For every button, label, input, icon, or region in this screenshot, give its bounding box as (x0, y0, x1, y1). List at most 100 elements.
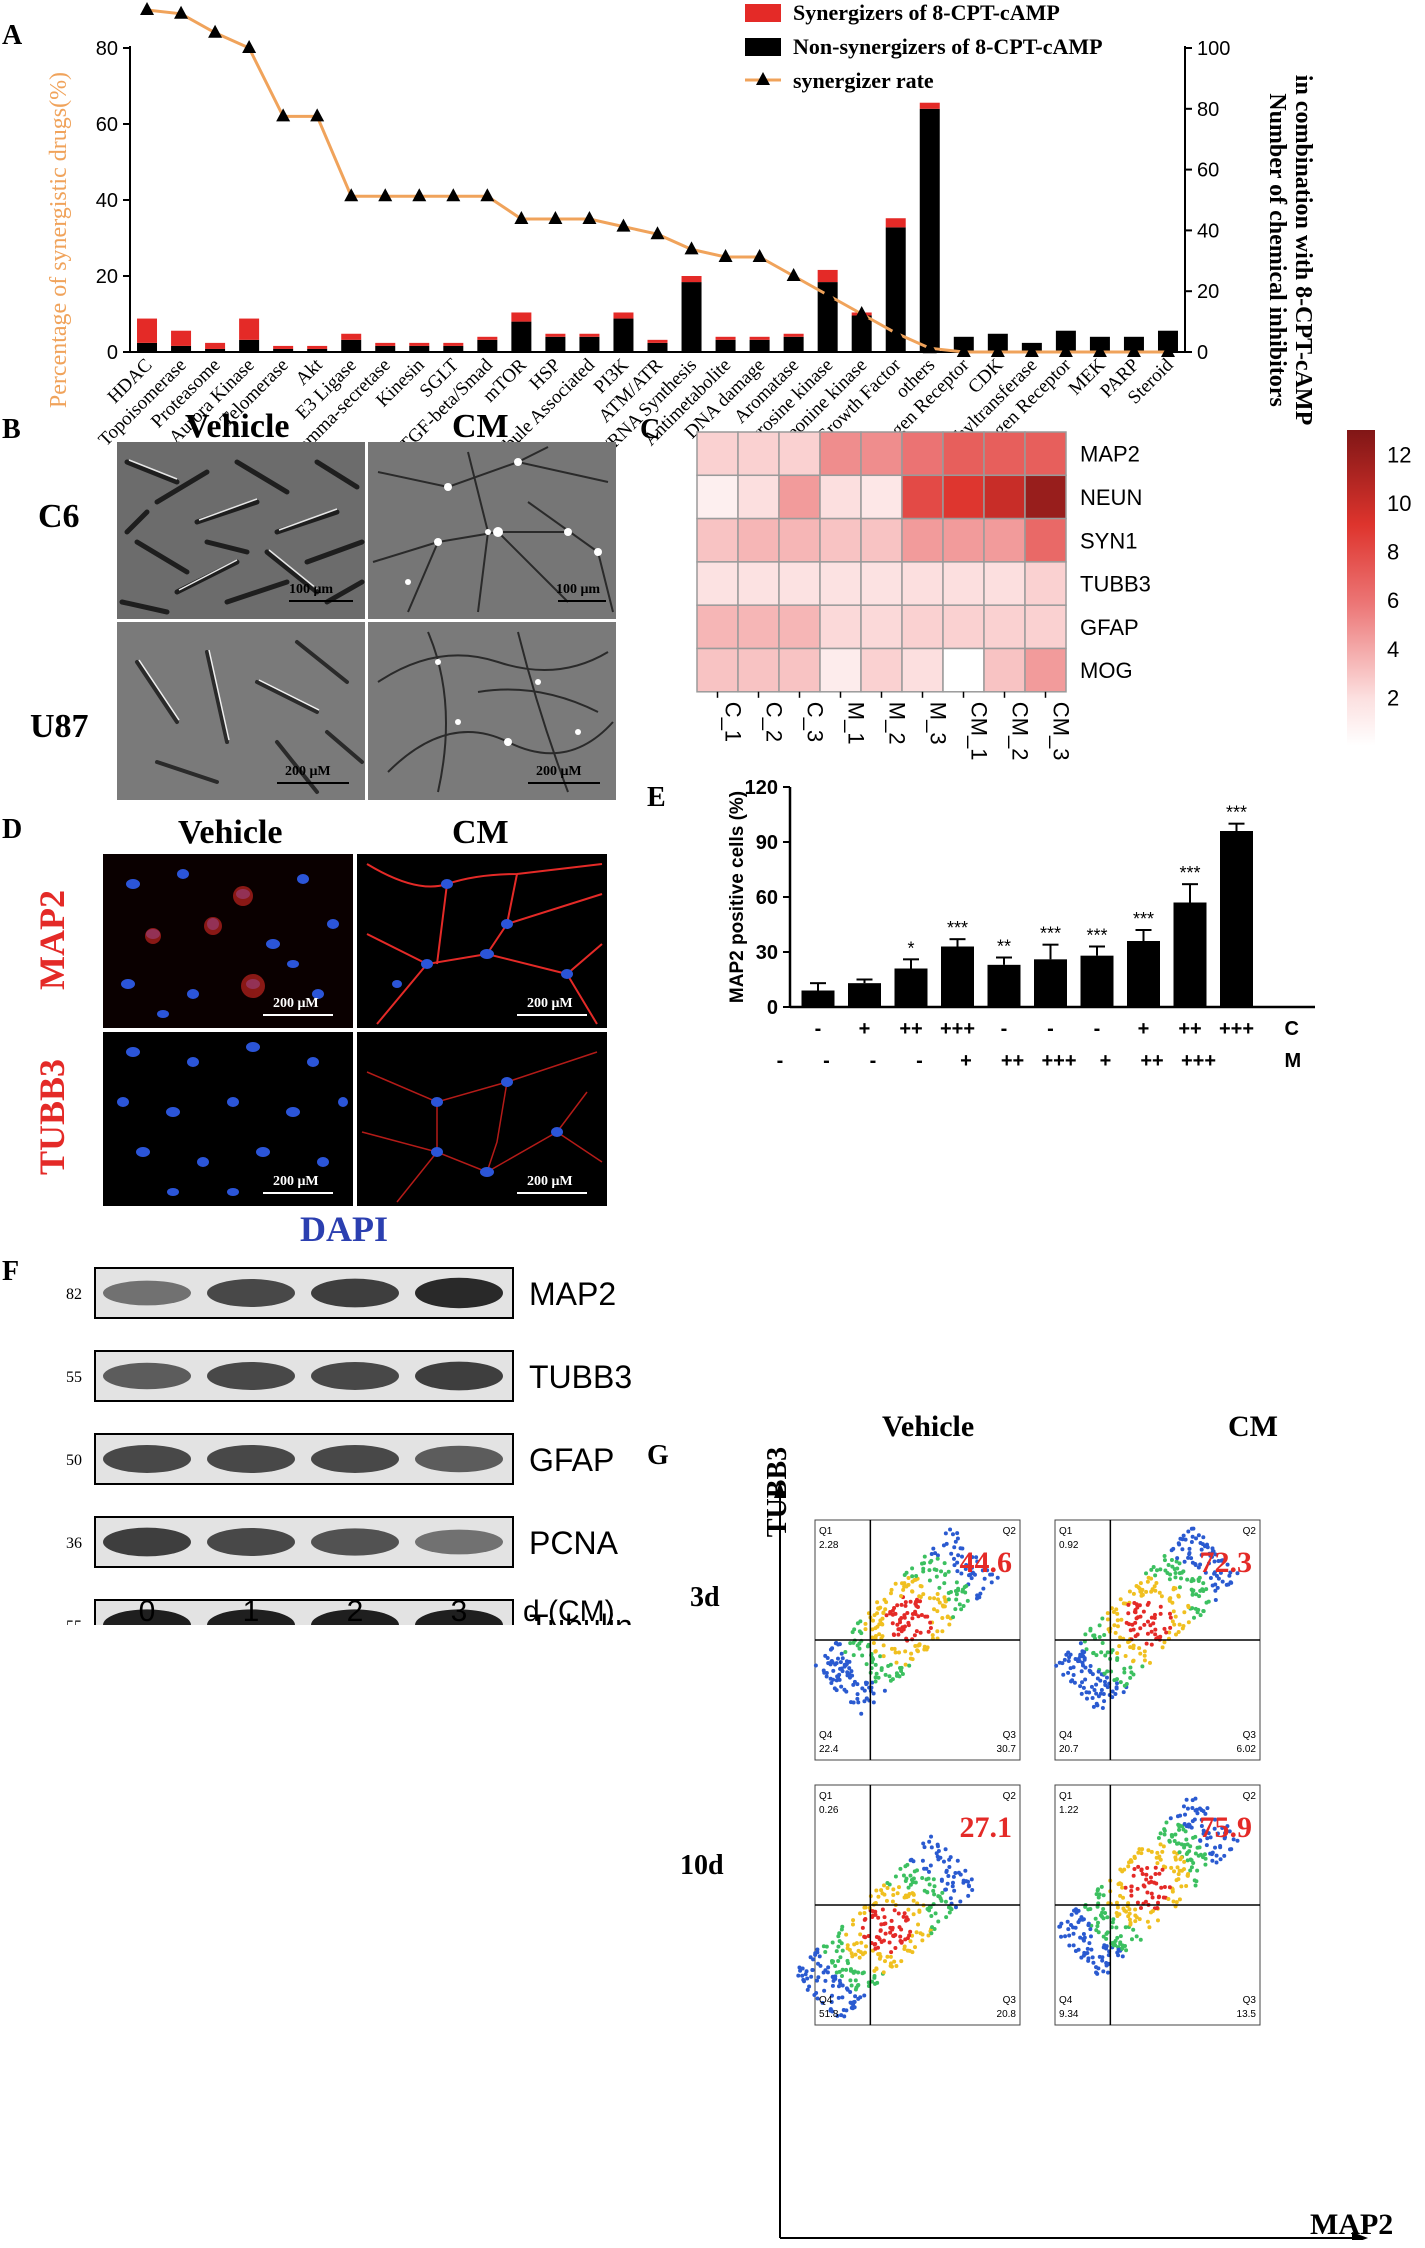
flow-dot (1091, 1651, 1096, 1656)
flow-dot (877, 1632, 882, 1637)
flow-dot (886, 1664, 891, 1669)
flow-dot (1169, 1865, 1174, 1870)
flow-dot (1182, 1845, 1187, 1850)
flow-dot (1189, 1865, 1194, 1870)
c-row-value: +++ (1219, 1018, 1254, 1040)
flow-dot (953, 1871, 958, 1876)
flow-dot (936, 1894, 941, 1899)
flow-dot (902, 1911, 907, 1916)
flow-dot (873, 1679, 878, 1684)
synergizer-rate-point (956, 344, 971, 357)
flow-dot (899, 1959, 904, 1964)
flow-dot (964, 1879, 969, 1884)
flow-dot (1167, 1885, 1172, 1890)
synergizer-rate-point (752, 249, 767, 262)
flow-dot (1118, 1940, 1123, 1945)
quadrant-value: 9.34 (1059, 2009, 1079, 2020)
flow-dot (882, 1688, 887, 1693)
flow-dot (1111, 1917, 1116, 1922)
flow-dot (845, 1946, 850, 1951)
flow-dot (1144, 1877, 1149, 1882)
flow-dot (1164, 1820, 1169, 1825)
synergizer-bar (409, 342, 430, 346)
flow-dot (944, 1869, 949, 1874)
m-row-value: +++ (1041, 1050, 1076, 1072)
flow-dot (940, 1629, 945, 1634)
flow-dot (943, 1887, 948, 1892)
synergizer-rate-point (1058, 344, 1073, 357)
flow-dot (876, 1894, 881, 1899)
flow-dot (1094, 1965, 1099, 1970)
panel-g-3d-label: 3d (690, 1582, 720, 1613)
heatmap-col-label: CM_3 (1049, 702, 1074, 760)
right-tick-label: 0 (1197, 342, 1208, 364)
heatmap-cell (983, 431, 1026, 477)
flow-dot (1152, 1615, 1157, 1620)
flow-dot (1110, 1648, 1115, 1653)
flow-dot (954, 1592, 959, 1597)
m-row-label: M (1285, 1050, 1302, 1072)
heatmap-cell (696, 561, 739, 606)
flow-dot (1172, 1622, 1177, 1627)
synergizer-bar (579, 333, 600, 337)
nonsynergizer-bar (613, 318, 634, 352)
blot-band (311, 1278, 399, 1308)
flow-dot (1198, 1838, 1203, 1843)
flow-dot (885, 1954, 890, 1959)
legend-nonsynergizer-label: Non-synergizers of 8-CPT-cAMP (793, 34, 1103, 59)
blot-band (415, 1609, 503, 1625)
flow-dot (1219, 1558, 1224, 1563)
flow-dot (1190, 1577, 1195, 1582)
synergizer-rate-point (310, 108, 325, 122)
flow-dot (864, 1696, 869, 1701)
scale-bar-label: 200 μM (527, 1174, 573, 1189)
flow-dot (1154, 1881, 1159, 1886)
flow-dot (1128, 1665, 1133, 1670)
flow-dot (1115, 1950, 1120, 1955)
flow-dot (1114, 1686, 1119, 1691)
flow-dot (1220, 1826, 1225, 1831)
flow-dot (1121, 1690, 1126, 1695)
heatmap-cell (696, 431, 739, 477)
flow-dot (836, 1934, 841, 1939)
flow-dot (906, 1894, 911, 1899)
flow-dot (909, 1877, 914, 1882)
flow-dot (1202, 1544, 1207, 1549)
flow-dot (1201, 1581, 1206, 1586)
flow-dot (1095, 1971, 1100, 1976)
synergizer-bar (171, 330, 192, 346)
flow-dot (1138, 1581, 1143, 1586)
flow-dot (1106, 1970, 1111, 1975)
flow-dot (1173, 1632, 1178, 1637)
flow-dot (950, 1532, 955, 1537)
flow-dot (1065, 1919, 1070, 1924)
flow-dot (1079, 1691, 1084, 1696)
quadrant-label: Q4 (1059, 1995, 1073, 2006)
panel-c-letter: C (640, 414, 661, 445)
flow-dot (904, 1915, 909, 1920)
heatmap-cell (983, 561, 1026, 606)
flow-dot (897, 1674, 902, 1679)
flow-dot (913, 1945, 918, 1950)
flow-dot (871, 1641, 876, 1646)
flow-dot (1142, 1653, 1147, 1658)
flow-dot (842, 1662, 847, 1667)
flow-dot (914, 1930, 919, 1935)
blot-band (103, 1609, 191, 1625)
heatmap-cell (942, 431, 985, 477)
flow-dot (930, 1925, 935, 1930)
flow-dot (1085, 1950, 1090, 1955)
m-row-value: - (870, 1050, 877, 1072)
flow-dot (1130, 1622, 1135, 1627)
flow-dot (1121, 1601, 1126, 1606)
flow-dot (916, 1614, 921, 1619)
flow-dot (901, 1873, 906, 1878)
flow-dot (905, 1936, 910, 1941)
flow-dot (1110, 1920, 1115, 1925)
flow-dot (891, 1934, 896, 1939)
flow-dot (1101, 1691, 1106, 1696)
synergizer-rate-point (548, 211, 563, 224)
flow-dot (1190, 1805, 1195, 1810)
bar (801, 990, 835, 1007)
flow-dot (800, 1973, 805, 1978)
